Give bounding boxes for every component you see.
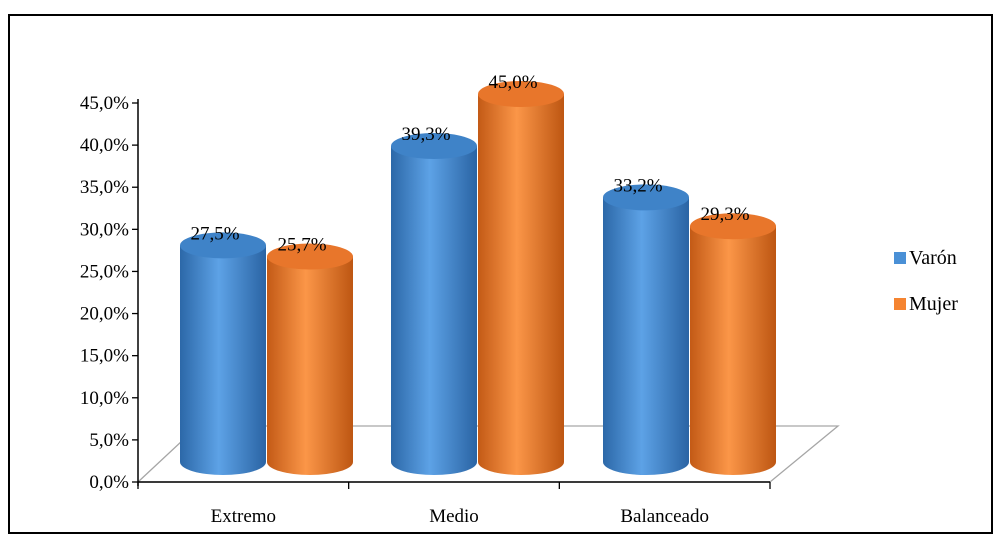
- y-tick-label: 5,0%: [89, 430, 129, 451]
- data-label: 39,3%: [401, 124, 450, 145]
- x-tick-label: Balanceado: [620, 506, 709, 527]
- bar: [603, 184, 689, 476]
- bar-top: [478, 81, 564, 107]
- bar-body: [690, 226, 776, 475]
- y-tick-label: 15,0%: [80, 346, 129, 367]
- y-tick-label: 40,0%: [80, 135, 129, 156]
- chart-data-labels: 27,5% 39,3% 33,2% 25,7% 45,0% 29,3%: [190, 72, 749, 256]
- bar-body: [180, 245, 266, 475]
- bar-body: [267, 256, 353, 475]
- bar-body: [603, 197, 689, 476]
- bar: [391, 133, 477, 476]
- y-tick-label: 25,0%: [80, 261, 129, 282]
- bar-top: [690, 213, 776, 240]
- chart-axes: 0,0% 5,0% 10,0% 15,0% 20,0% 25,0% 30,0% 35,0% 40…: [80, 93, 771, 527]
- y-tick-label: 30,0%: [80, 219, 129, 240]
- chart-legend: Varón Mujer: [894, 247, 958, 315]
- data-label: 27,5%: [190, 223, 239, 244]
- y-tick-label: 10,0%: [80, 388, 129, 409]
- bar-body: [391, 146, 477, 476]
- bar: [690, 213, 776, 475]
- y-tick-label: 0,0%: [89, 472, 129, 493]
- bar-top: [391, 133, 477, 160]
- y-tick-label: 45,0%: [80, 93, 129, 114]
- bar-top: [603, 184, 689, 211]
- legend-label: Mujer: [909, 293, 958, 315]
- y-tick-label: 20,0%: [80, 304, 129, 325]
- x-tick-label: Medio: [429, 506, 479, 527]
- y-tick-label: 35,0%: [80, 177, 129, 198]
- bar-top: [267, 243, 353, 270]
- data-label: 25,7%: [277, 235, 326, 256]
- legend-swatch: [894, 252, 906, 264]
- bar: [478, 81, 564, 475]
- bar-body: [478, 94, 564, 475]
- legend-swatch: [894, 298, 906, 310]
- data-label: 29,3%: [700, 204, 749, 225]
- data-label: 33,2%: [613, 175, 662, 196]
- bar: [267, 243, 353, 475]
- chart-bars: [180, 81, 776, 476]
- x-tick-label: Extremo: [211, 506, 276, 527]
- legend-label: Varón: [909, 247, 957, 269]
- data-label: 45,0%: [488, 72, 537, 93]
- bar: [180, 232, 266, 475]
- bar-top: [180, 232, 266, 259]
